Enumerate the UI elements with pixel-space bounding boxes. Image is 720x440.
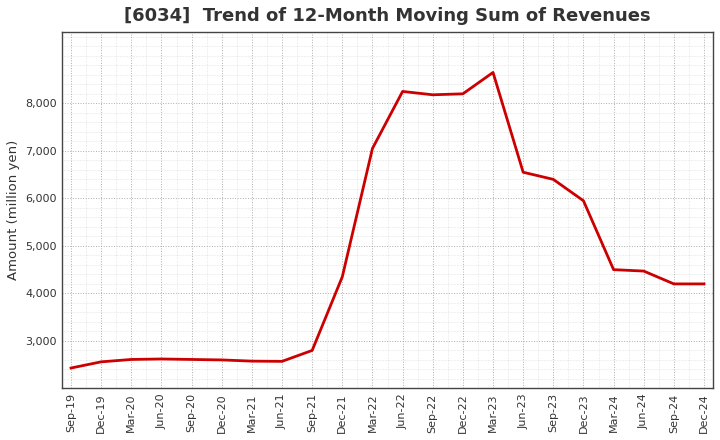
Y-axis label: Amount (million yen): Amount (million yen)	[7, 140, 20, 280]
Title: [6034]  Trend of 12-Month Moving Sum of Revenues: [6034] Trend of 12-Month Moving Sum of R…	[125, 7, 651, 25]
